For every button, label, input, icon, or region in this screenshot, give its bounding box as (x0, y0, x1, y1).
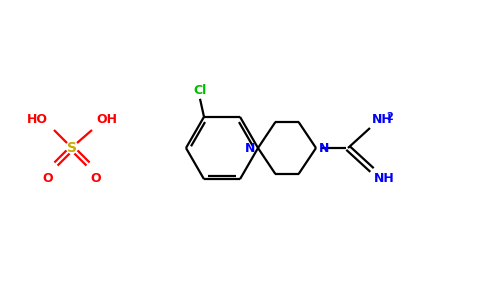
Text: O: O (91, 172, 101, 185)
Text: NH: NH (372, 113, 393, 126)
Text: O: O (43, 172, 53, 185)
Text: HO: HO (27, 113, 48, 126)
Text: OH: OH (96, 113, 117, 126)
Text: 2: 2 (386, 112, 393, 122)
Text: N: N (244, 142, 255, 154)
Text: N: N (319, 142, 330, 154)
Text: NH: NH (374, 172, 395, 185)
Text: S: S (67, 141, 77, 155)
Text: Cl: Cl (194, 84, 207, 97)
